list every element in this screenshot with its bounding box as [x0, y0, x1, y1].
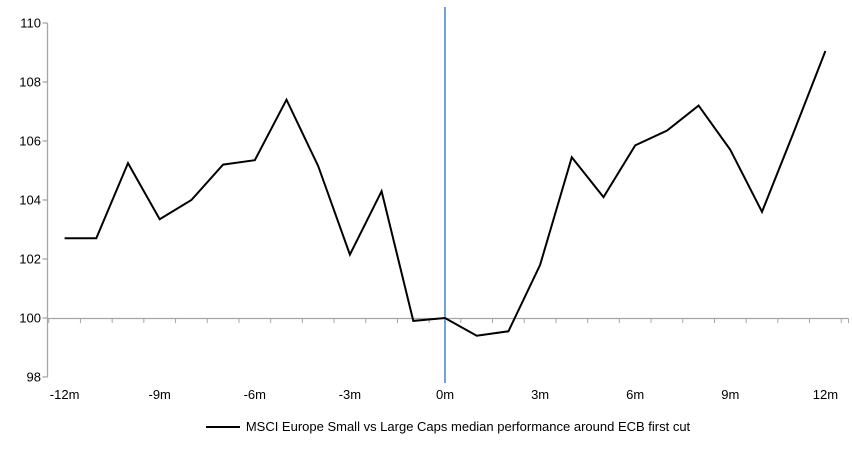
y-axis-tick-label: 110 [20, 16, 41, 31]
x-axis-tick-label: -9m [149, 387, 171, 402]
y-axis-tick-label: 106 [19, 134, 41, 149]
chart-legend: MSCI Europe Small vs Large Caps median p… [48, 419, 848, 435]
y-axis-tick-label: 104 [19, 193, 41, 208]
x-axis-tick-label: 6m [626, 387, 644, 402]
x-axis-tick-label: 12m [813, 387, 838, 402]
y-axis-tick-label: 100 [19, 311, 41, 326]
x-axis-tick-label: 0m [436, 387, 454, 402]
series-line [64, 50, 827, 337]
y-axis-tick-label: 102 [19, 252, 41, 267]
x-axis-tick-label: -6m [244, 387, 266, 402]
legend-line-marker [205, 426, 240, 428]
x-axis-tick-label: 3m [531, 387, 549, 402]
x-axis-tick-label: 9m [721, 387, 739, 402]
y-axis-tick-label: 98 [27, 370, 41, 385]
legend-label: MSCI Europe Small vs Large Caps median p… [245, 419, 691, 434]
y-axis-tick-label: 108 [19, 75, 41, 90]
x-axis-tick-label: -12m [50, 387, 80, 402]
x-axis-tick-label: -3m [339, 387, 361, 402]
